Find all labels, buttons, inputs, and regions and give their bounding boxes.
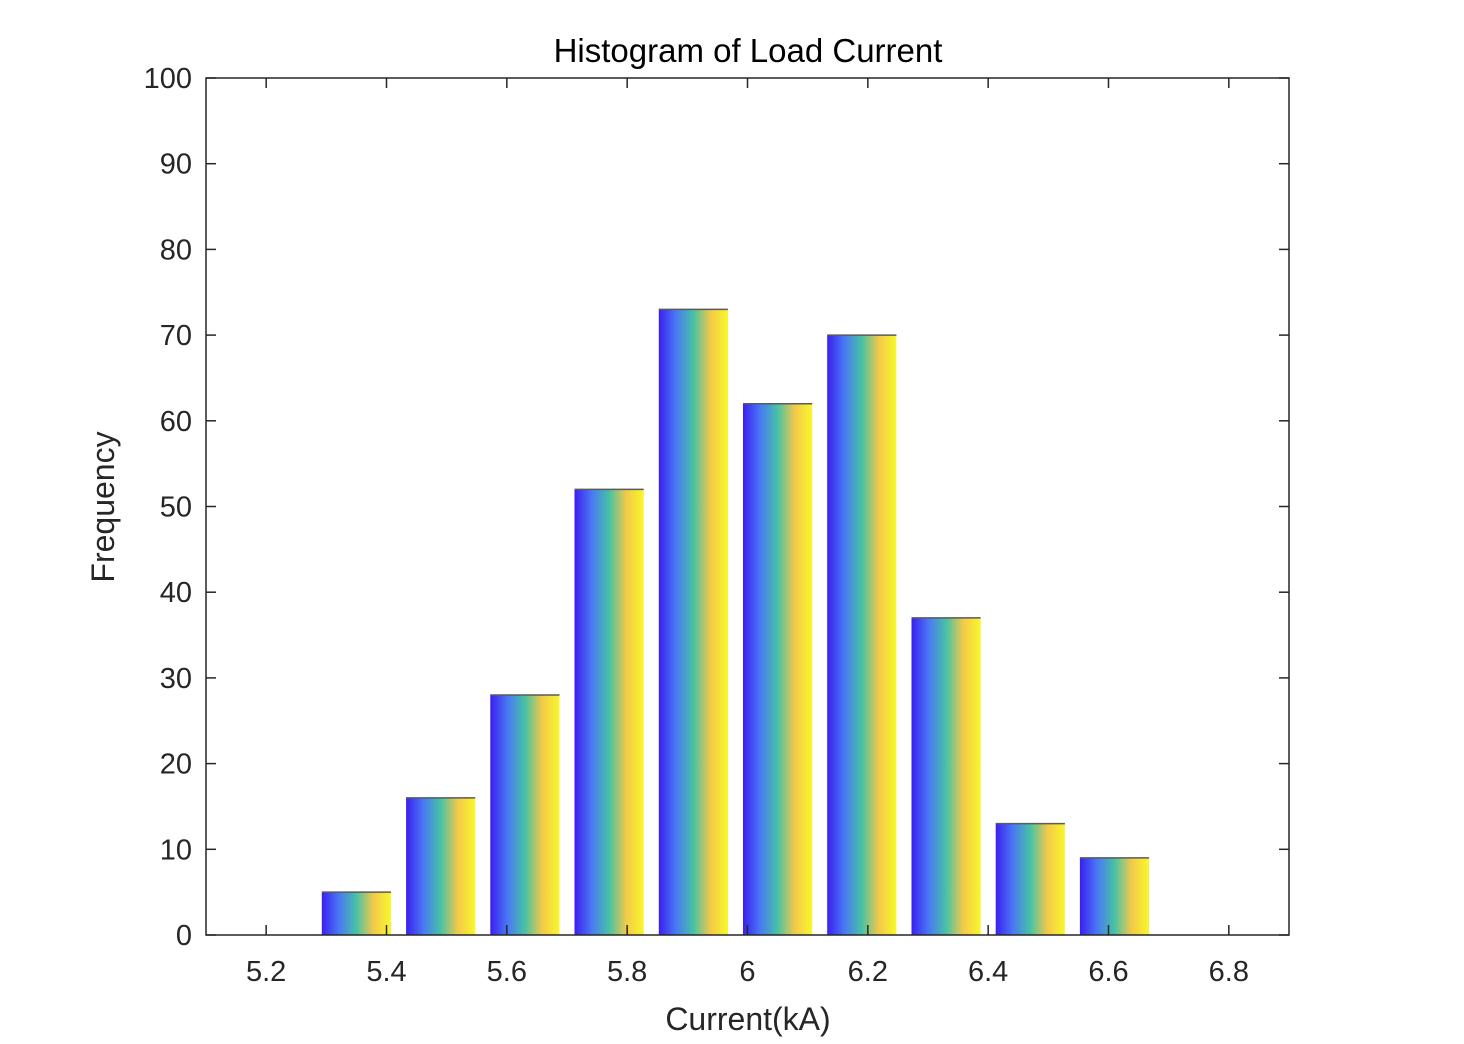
x-tick-label: 6.4	[968, 956, 1008, 988]
axes-frame	[205, 77, 1290, 936]
histogram-bar	[658, 309, 728, 935]
x-tick-label: 6.6	[1088, 956, 1128, 988]
y-tick-label: 20	[160, 749, 192, 781]
bars-group	[321, 308, 1150, 936]
y-tick-label: 90	[160, 149, 192, 181]
chart-title: Histogram of Load Current	[554, 32, 943, 69]
histogram-bar	[406, 797, 476, 935]
y-tick-label: 30	[160, 663, 192, 695]
y-tick-label: 0	[176, 920, 192, 952]
x-tick-label: 6	[739, 956, 755, 988]
y-tick-label: 80	[160, 234, 192, 266]
histogram-bar	[911, 617, 981, 935]
histogram-bar	[574, 489, 644, 935]
y-tick-label: 50	[160, 492, 192, 524]
x-tick-label: 6.8	[1209, 956, 1249, 988]
histogram-bar	[321, 892, 391, 935]
x-tick-label: 6.2	[848, 956, 888, 988]
y-tick-label: 100	[144, 63, 192, 95]
histogram-bar	[827, 335, 897, 936]
y-tick-label: 10	[160, 834, 192, 866]
x-tick-label: 5.4	[366, 956, 406, 988]
histogram-bar	[995, 823, 1065, 935]
y-tick-label: 60	[160, 406, 192, 438]
x-tick-label: 5.2	[246, 956, 286, 988]
x-tick-label: 5.6	[487, 956, 527, 988]
y-tick-label: 40	[160, 577, 192, 609]
y-tick-label: 70	[160, 320, 192, 352]
histogram-bar	[490, 695, 560, 935]
histogram-bar	[743, 403, 813, 935]
x-axis-label: Current(kA)	[665, 1001, 830, 1037]
y-axis-label: Frequency	[85, 431, 121, 582]
x-tick-label: 5.8	[607, 956, 647, 988]
histogram-bar	[1079, 857, 1150, 935]
ticks-group: 5.2 5.4 5.6 5.8 6 6.2 6.4 6.6 6.8 0 10 20 30 40 50 60 70…	[144, 63, 1289, 988]
